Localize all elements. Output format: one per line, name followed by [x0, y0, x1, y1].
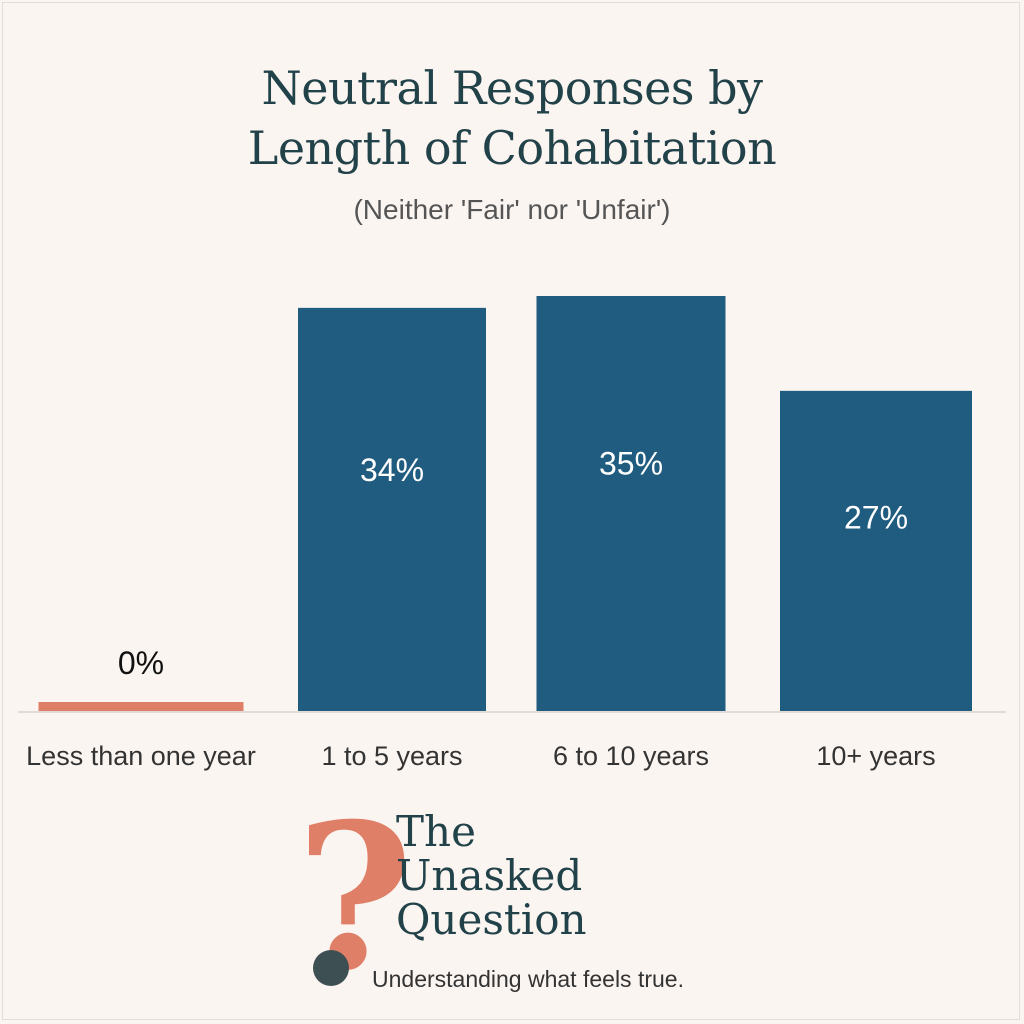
data-label: 27% — [844, 500, 908, 536]
x-tick-label: 10+ years — [816, 741, 935, 771]
logo-dot — [313, 950, 349, 986]
data-label: 0% — [118, 645, 164, 681]
x-tick-label: 6 to 10 years — [553, 741, 709, 771]
x-tick-label: 1 to 5 years — [321, 741, 462, 771]
bar — [536, 296, 726, 711]
x-tick-label: Less than one year — [26, 741, 256, 771]
bar — [38, 702, 244, 711]
brand-tagline: Understanding what feels true. — [372, 966, 684, 992]
data-label: 35% — [599, 445, 663, 481]
chart-title-line-2: Length of Cohabitation — [247, 121, 777, 175]
brand-name-line-1: The — [396, 807, 476, 856]
chart-title: Neutral Responses by Length of Cohabitat… — [0, 58, 1024, 178]
brand-name: The Unasked Question — [396, 810, 587, 942]
chart-title-line-1: Neutral Responses by — [261, 61, 763, 115]
data-label: 34% — [360, 452, 424, 488]
bar-chart: 0% Less than one year 34% 1 to 5 years 35% 6 … — [18, 296, 1006, 771]
bar — [780, 390, 972, 711]
chart-subtitle: (Neither 'Fair' nor 'Unfair') — [353, 194, 671, 225]
bar — [298, 307, 486, 711]
brand-name-line-3: Question — [396, 895, 587, 944]
brand-name-line-2: Unasked — [396, 851, 583, 900]
